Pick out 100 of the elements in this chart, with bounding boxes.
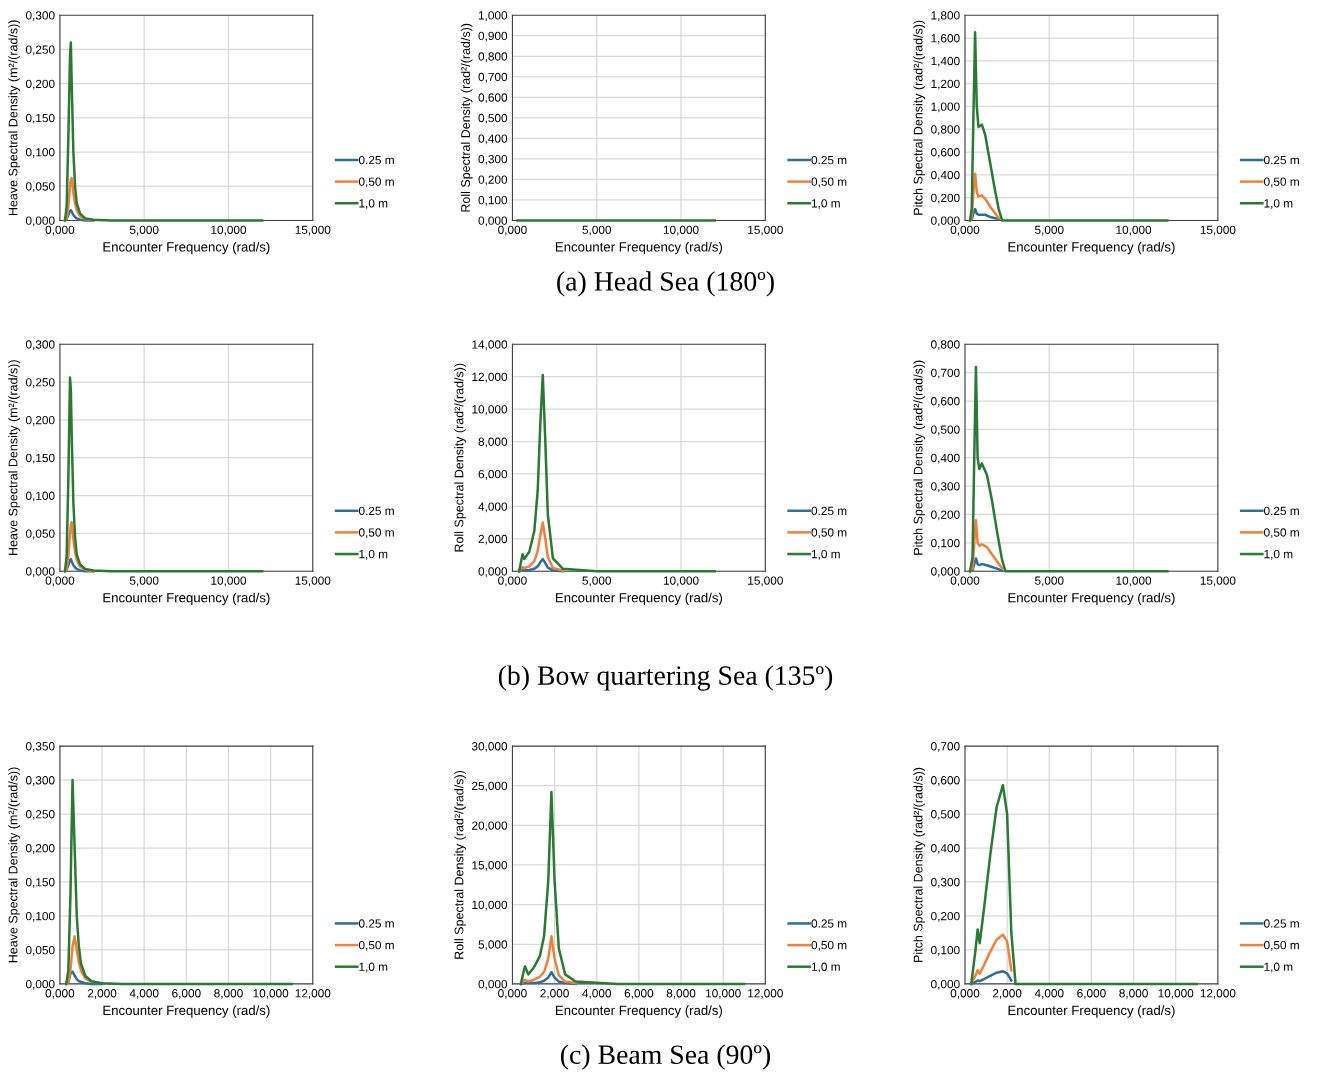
y-tick-label: 0,800 [931,340,960,351]
x-tick-label: 0,000 [950,225,980,236]
y-tick-label: 4,000 [478,502,508,513]
x-tick-label: 0,000 [45,225,75,236]
x-tick-label: 0,000 [45,989,75,999]
line-series [64,778,293,986]
y-axis-title: Roll Spectral Density (rad²/(rad/s)) [454,770,466,959]
y-tick-label: 5,000 [478,940,508,951]
y-axis-title: Heave Spectral Density (m²/(rad/s)) [8,767,20,963]
y-tick-label: 0,350 [25,742,55,752]
text: (c) Beam Sea (90º) [560,1044,771,1070]
legend-label: 0.25 m [811,506,847,516]
legend-label: 1,0 m [1264,962,1293,973]
y-tick-label: 2,000 [478,534,508,545]
y-tick-label: 0,600 [931,148,960,158]
x-tick-label: 10,000 [211,576,247,587]
x-tick-label: 15,000 [1200,225,1236,236]
x-tick-label: 8,000 [666,989,696,999]
x-tick-label: 5,000 [1034,225,1064,236]
x-tick-label: 10,000 [663,225,699,236]
line-series [970,783,1199,986]
y-tick-label: 0,400 [931,453,960,464]
y-axis-title: Heave Spectral Density (m²/(rad/s)) [8,20,20,216]
legend-label: 0,50 m [1264,177,1299,188]
y-tick-label: 0,200 [25,844,55,854]
x-tick-label: 4,000 [129,989,159,999]
legend-label: 1,0 m [811,549,840,560]
x-axis-title: Encounter Frequency (rad/s) [1008,592,1175,605]
x-tick-label: 2,000 [540,989,569,999]
y-tick-label: 15,000 [472,861,508,871]
y-tick-label: 0,200 [931,193,960,204]
y-tick-label: 0,900 [478,31,508,42]
y-tick-label: 0,100 [931,945,960,956]
x-tick-label: 6,000 [1077,989,1106,999]
y-axis-title: Roll Spectral Density (rad²/(rad/s)) [454,363,466,552]
legend-label: 0,50 m [358,177,394,188]
x-axis-title: Encounter Frequency (rad/s) [1008,241,1175,255]
y-tick-label: 0,300 [25,776,55,786]
legend-label: 0,50 m [1264,940,1299,951]
x-tick-label: 10,000 [1158,989,1194,999]
x-axis-title: Encounter Frequency (rad/s) [103,592,270,605]
y-tick-label: 30,000 [471,742,508,752]
x-tick-label: 10,000 [211,225,247,236]
x-tick-label: 5,000 [129,576,159,587]
y-tick-label: 0,300 [931,878,960,888]
y-tick-label: 0,050 [25,945,55,956]
x-axis-title: Encounter Frequency (rad/s) [1008,1005,1175,1018]
line-series [519,935,577,986]
legend-label: 0.25 m [358,919,394,928]
legend-label: 0.25 m [1264,155,1299,165]
legend-label: 0,50 m [811,177,847,188]
y-tick-label: 0,000 [25,979,55,990]
line-series [517,373,716,573]
y-tick-label: 0,800 [478,52,508,63]
legend-label: 1,0 m [1264,549,1293,560]
x-tick-label: 4,000 [582,989,612,999]
legend-label: 0,50 m [811,940,847,951]
x-tick-label: 10,000 [253,989,289,999]
line-series [968,365,1169,573]
y-tick-label: 0,600 [931,397,960,407]
x-tick-label: 0,000 [950,989,980,999]
legend-label: 0.25 m [811,155,847,165]
y-tick-label: 0,400 [931,170,960,181]
y-tick-label: 0,150 [25,453,55,464]
y-tick-label: 0,700 [931,742,960,752]
y-tick-label: 0,000 [931,979,960,990]
y-axis-title: Pitch Spectral Density (rad²/(rad/s)) [913,20,926,215]
y-tick-label: 10,000 [472,405,508,415]
y-tick-label: 0,000 [478,216,508,227]
y-tick-label: 0,250 [25,378,55,388]
x-tick-label: 12,000 [1200,989,1236,999]
y-tick-label: 0,400 [931,844,960,854]
y-tick-label: 0,000 [931,567,960,578]
x-tick-label: 10,000 [1116,225,1152,236]
legend-label: 1,0 m [1264,199,1293,209]
x-axis-title: Encounter Frequency (rad/s) [556,241,723,255]
y-tick-label: 0,600 [478,93,508,104]
x-tick-label: 5,000 [129,225,159,236]
x-tick-label: 0,000 [45,576,75,587]
y-tick-label: 0,200 [931,912,960,922]
y-tick-label: 0,150 [25,878,55,888]
x-axis-title: Encounter Frequency (rad/s) [556,592,723,605]
y-axis-title: Heave Spectral Density (m²/(rad/s)) [8,360,20,556]
y-tick-label: 0,100 [25,148,55,158]
line-series [970,970,1013,986]
x-tick-label: 0,000 [498,989,527,999]
y-tick-label: 0,250 [25,810,55,820]
legend-label: 1,0 m [359,549,388,560]
x-tick-label: 15,000 [295,576,331,587]
y-tick-label: 1,800 [931,11,960,21]
y-tick-label: 20,000 [472,821,508,832]
line-series [968,31,1169,222]
y-tick-label: 0,100 [25,491,55,502]
y-tick-label: 0,700 [931,368,960,379]
y-axis-title: Pitch Spectral Density (rad²/(rad/s)) [913,767,926,962]
y-tick-label: 0,100 [478,195,508,206]
x-tick-label: 5,000 [582,225,612,236]
y-tick-label: 1,000 [478,11,508,21]
y-tick-label: 12,000 [472,372,508,383]
line-series [63,41,264,222]
